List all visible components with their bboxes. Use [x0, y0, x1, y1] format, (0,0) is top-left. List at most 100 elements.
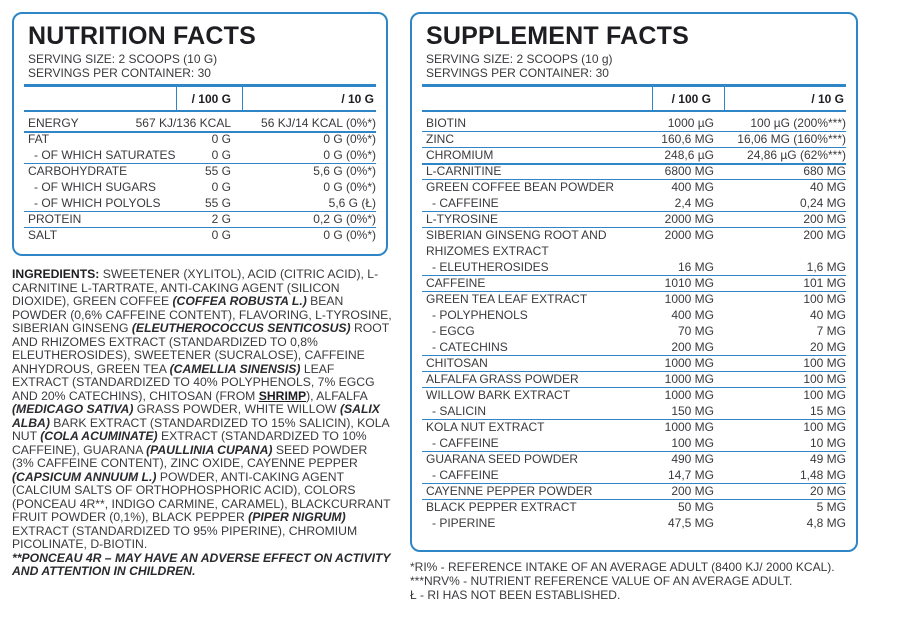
ingredients-part: BEAN POWDER (0,6% CAFFEINE CONTENT), FLA…: [12, 294, 392, 335]
value-per-100g: 0 G: [211, 132, 231, 146]
row-separator: [422, 499, 846, 500]
latin-name: (CAMELLIA SINENSIS): [169, 361, 301, 376]
row-label: L-CARNITINE: [426, 164, 502, 178]
nutrition-col-divider: [242, 86, 243, 110]
ingredients-part: POWDER, ANTI-CAKING AGENT (CALCIUM SALTS…: [12, 469, 391, 524]
nutrition-serving-info: SERVING SIZE: 2 SCOOPS (10 G) SERVINGS P…: [28, 52, 217, 80]
supplement-header-bottom-bar: [422, 110, 846, 112]
value-per-100g: 1000 MG: [664, 420, 714, 434]
supplement-row: GREEN TEA LEAF EXTRACT 1000 MG 100 MG: [422, 291, 846, 307]
supplement-serving-size: SERVING SIZE: 2 SCOOPS (10 g): [426, 52, 613, 66]
value-per-10g: 0 G (0%*): [323, 132, 376, 146]
supplement-row: - CAFFEINE 14,7 MG 1,48 MG: [422, 467, 846, 483]
value-per-100g: 1000 µG: [667, 116, 714, 130]
value-per-10g: 100 MG: [803, 388, 846, 402]
row-label: GREEN COFFEE BEAN POWDER: [426, 180, 615, 194]
supplement-col-100g: / 100 G: [671, 92, 711, 106]
supplement-row: - CATECHINS 200 MG 20 MG: [422, 339, 846, 355]
value-per-10g: 100 µG (200%***): [750, 116, 846, 130]
value-per-10g: 56 KJ/14 KCAL (0%*): [261, 116, 376, 130]
value-per-10g: 16,06 MG (160%***): [737, 132, 846, 146]
nutrition-facts-panel: NUTRITION FACTS SERVING SIZE: 2 SCOOPS (…: [12, 12, 388, 256]
value-per-100g: 14,7 MG: [667, 468, 714, 482]
row-label: ENERGY: [28, 116, 79, 130]
ingredients-part: ROOT AND RHIZOMES EXTRACT (STANDARDIZED …: [12, 321, 389, 376]
supplement-row: - CAFFEINE 100 MG 10 MG: [422, 435, 846, 451]
supplement-col-divider: [724, 86, 725, 110]
ingredients-part: GRASS POWDER, WHITE WILLOW: [133, 402, 340, 416]
value-per-10g: 5 MG: [816, 500, 846, 514]
value-per-100g: 567 KJ/136 KCAL: [135, 116, 231, 130]
value-per-100g: 160,6 MG: [661, 132, 714, 146]
value-per-10g: 1,6 MG: [806, 260, 846, 274]
value-per-100g: 0 G: [211, 180, 231, 194]
latin-name: (PAULLINIA CUPANA): [146, 442, 273, 457]
value-per-10g: 100 MG: [803, 292, 846, 306]
value-per-100g: 248,6 µG: [664, 148, 714, 162]
value-per-100g: 1000 MG: [664, 388, 714, 402]
row-label: SIBERIAN GINSENG ROOT AND: [426, 228, 607, 242]
value-per-10g: 100 MG: [803, 372, 846, 386]
value-per-100g: 0 G: [211, 148, 231, 162]
supplement-row: WILLOW BARK EXTRACT 1000 MG 100 MG: [422, 387, 846, 403]
supplement-row: GREEN COFFEE BEAN POWDER 400 MG 40 MG: [422, 179, 846, 195]
value-per-100g: 2000 MG: [664, 212, 714, 226]
value-per-10g: 100 MG: [803, 356, 846, 370]
value-per-100g: 1000 MG: [664, 292, 714, 306]
value-per-100g: 55 G: [204, 164, 231, 178]
supplement-serving-info: SERVING SIZE: 2 SCOOPS (10 g) SERVINGS P…: [426, 52, 613, 80]
row-separator: [422, 355, 846, 356]
row-label: BIOTIN: [426, 116, 467, 130]
supplement-row: GUARANA SEED POWDER 490 MG 49 MG: [422, 451, 846, 467]
supplement-row: - CAFFEINE 2,4 MG 0,24 MG: [422, 195, 846, 211]
value-per-10g: 0 G (0%*): [323, 148, 376, 162]
footnotes: *RI% - REFERENCE INTAKE OF AN AVERAGE AD…: [410, 560, 890, 602]
value-per-100g: 1000 MG: [664, 356, 714, 370]
value-per-100g: 200 MG: [671, 340, 714, 354]
supplement-col-divider: [652, 86, 653, 110]
ingredients-part: BARK EXTRACT (STANDARDIZED TO 15% SALICI…: [12, 415, 389, 443]
value-per-10g: 0,2 G (0%*): [313, 212, 376, 226]
supplement-facts-panel: SUPPLEMENT FACTS SERVING SIZE: 2 SCOOPS …: [410, 12, 858, 552]
row-label: - EGCG: [432, 324, 475, 338]
value-per-100g: 2,4 MG: [674, 196, 714, 210]
supplement-row: L-TYROSINE 2000 MG 200 MG: [422, 211, 846, 227]
latin-name: (MEDICAGO SATIVA): [12, 402, 134, 416]
nutrition-header-bar: [24, 84, 376, 87]
supplement-row: CAFFEINE 1010 MG 101 MG: [422, 275, 846, 291]
supplement-row: - EGCG 70 MG 7 MG: [422, 323, 846, 339]
value-per-10g: 15 MG: [809, 404, 846, 418]
ingredients-part: SWEETENER (XYLITOL), ACID (CITRIC ACID),…: [12, 267, 379, 308]
value-per-10g: 4,8 MG: [806, 516, 846, 530]
value-per-10g: 49 MG: [809, 452, 846, 466]
footnote-ri-not-established: Ł - RI HAS NOT BEEN ESTABLISHED.: [410, 588, 621, 602]
supplement-row: ALFALFA GRASS POWDER 1000 MG 100 MG: [422, 371, 846, 387]
footnote-nrv: ***NRV% - NUTRIENT REFERENCE VALUE OF AN…: [410, 574, 793, 588]
row-label: WILLOW BARK EXTRACT: [426, 388, 571, 402]
row-label: - OF WHICH POLYOLS: [34, 196, 161, 210]
value-per-10g: 200 MG: [803, 228, 846, 242]
nutrition-col-100g: / 100 G: [191, 92, 231, 106]
supplement-row: CHROMIUM 248,6 µG 24,86 µG (62%***): [422, 147, 846, 163]
value-per-100g: 100 MG: [671, 436, 714, 450]
row-label: - OF WHICH SUGARS: [34, 180, 156, 194]
row-label-continued: RHIZOMES EXTRACT: [426, 244, 549, 258]
value-per-100g: 1010 MG: [664, 276, 714, 290]
ponceau-warning: **PONCEAU 4R – MAY HAVE AN ADVERSE EFFEC…: [12, 550, 391, 578]
row-separator: [422, 147, 846, 148]
value-per-10g: 1,48 MG: [799, 468, 846, 482]
row-label: - OF WHICH SATURATES: [34, 148, 176, 162]
latin-name: (ELEUTHEROCOCCUS SENTICOSUS): [131, 321, 351, 335]
supplement-row: - SALICIN 150 MG 15 MG: [422, 403, 846, 419]
row-label: - POLYPHENOLS: [432, 308, 528, 322]
row-label: CHROMIUM: [426, 148, 494, 162]
supplement-servings-per-container: SERVINGS PER CONTAINER: 30: [426, 66, 609, 80]
value-per-100g: 70 MG: [677, 324, 714, 338]
value-per-100g: 16 MG: [677, 260, 714, 274]
value-per-100g: 2 G: [211, 212, 231, 226]
value-per-10g: 680 MG: [803, 164, 846, 178]
value-per-100g: 6800 MG: [664, 164, 714, 178]
nutrition-servings-per-container: SERVINGS PER CONTAINER: 30: [28, 66, 211, 80]
row-label: - ELEUTHEROSIDES: [432, 260, 549, 274]
supplement-row: L-CARNITINE 6800 MG 680 MG: [422, 163, 846, 179]
